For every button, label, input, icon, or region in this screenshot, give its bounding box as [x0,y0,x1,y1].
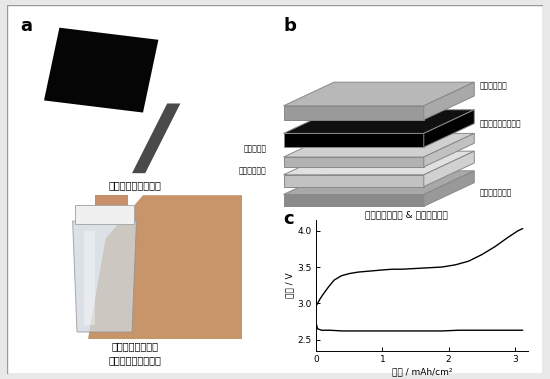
Bar [75,205,134,224]
Polygon shape [424,82,474,120]
Text: a: a [20,17,32,36]
Text: エーター含有電解液: エーター含有電解液 [109,355,162,365]
Polygon shape [88,195,242,339]
Text: メッシュ集電体: メッシュ集電体 [480,188,512,197]
Polygon shape [284,106,424,120]
Text: 多孔性カーボン電極: 多孔性カーボン電極 [109,180,162,190]
Polygon shape [284,194,424,206]
Polygon shape [284,151,474,175]
Polygon shape [84,231,95,325]
Polygon shape [284,175,424,186]
Text: b: b [283,17,296,36]
FancyBboxPatch shape [7,5,543,374]
Polygon shape [95,195,128,217]
Text: c: c [283,210,294,228]
Polygon shape [424,151,474,186]
Polygon shape [284,133,424,147]
Polygon shape [73,221,136,332]
Polygon shape [284,133,474,157]
Polygon shape [424,110,474,147]
Text: 金属リチウム: 金属リチウム [239,166,267,175]
Text: 多孔性カーボン電極: 多孔性カーボン電極 [480,119,521,128]
Text: レドックスメディ: レドックスメディ [112,341,159,351]
Polygon shape [424,171,474,206]
Polygon shape [284,110,474,133]
Polygon shape [284,171,474,194]
X-axis label: 容量 / mAh/cm²: 容量 / mAh/cm² [392,367,452,376]
Polygon shape [284,82,474,106]
Y-axis label: 電圧 / V: 電圧 / V [285,273,294,298]
Text: 流路兼集電体: 流路兼集電体 [480,81,508,91]
Polygon shape [132,103,180,173]
Polygon shape [44,28,158,113]
Text: セパレータ: セパレータ [244,145,267,153]
Polygon shape [424,133,474,167]
Text: 電解液注液技術 & 電極積層技術: 電解液注液技術 & 電極積層技術 [365,210,448,219]
Polygon shape [284,157,424,167]
